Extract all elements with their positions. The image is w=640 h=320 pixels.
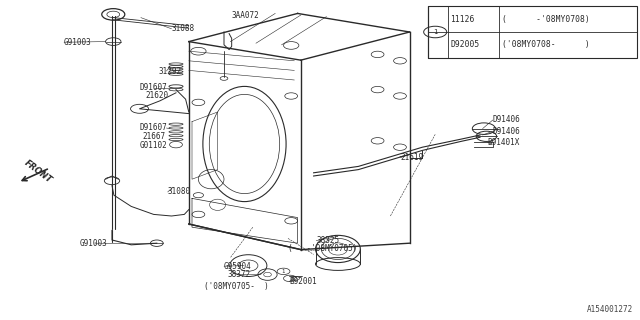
- Text: 38325: 38325: [316, 236, 339, 245]
- Text: D91607: D91607: [140, 124, 167, 132]
- Text: 11126: 11126: [451, 15, 475, 24]
- Text: 21667: 21667: [142, 132, 165, 141]
- Text: 1: 1: [282, 269, 285, 274]
- Text: 3AA072: 3AA072: [232, 11, 259, 20]
- Text: 21620: 21620: [146, 92, 169, 100]
- Text: G91003: G91003: [64, 38, 92, 47]
- Bar: [428, 6, 637, 58]
- Text: 1: 1: [433, 29, 437, 35]
- Text: 31080: 31080: [168, 188, 191, 196]
- Text: FRONT: FRONT: [23, 158, 54, 184]
- Text: D92005: D92005: [451, 40, 480, 49]
- Text: 31292: 31292: [159, 67, 182, 76]
- Text: 31088: 31088: [172, 24, 195, 33]
- Text: B91401X: B91401X: [488, 138, 520, 147]
- Text: G91003: G91003: [80, 239, 108, 248]
- Text: ('08MY0705-  ): ('08MY0705- ): [204, 282, 268, 291]
- Text: G01102: G01102: [140, 141, 167, 150]
- Text: 21619: 21619: [401, 153, 424, 162]
- Text: D91406: D91406: [493, 116, 520, 124]
- Text: (   -'08MY0705): ( -'08MY0705): [288, 244, 357, 253]
- Text: 38372: 38372: [227, 270, 250, 279]
- Text: (      -'08MY0708): ( -'08MY0708): [502, 15, 589, 24]
- Text: D91406: D91406: [493, 127, 520, 136]
- Text: D91607: D91607: [140, 83, 167, 92]
- Text: ('08MY0708-      ): ('08MY0708- ): [502, 40, 589, 49]
- Text: A154001272: A154001272: [588, 305, 634, 314]
- Text: B92001: B92001: [289, 277, 317, 286]
- Text: G95904: G95904: [224, 262, 252, 271]
